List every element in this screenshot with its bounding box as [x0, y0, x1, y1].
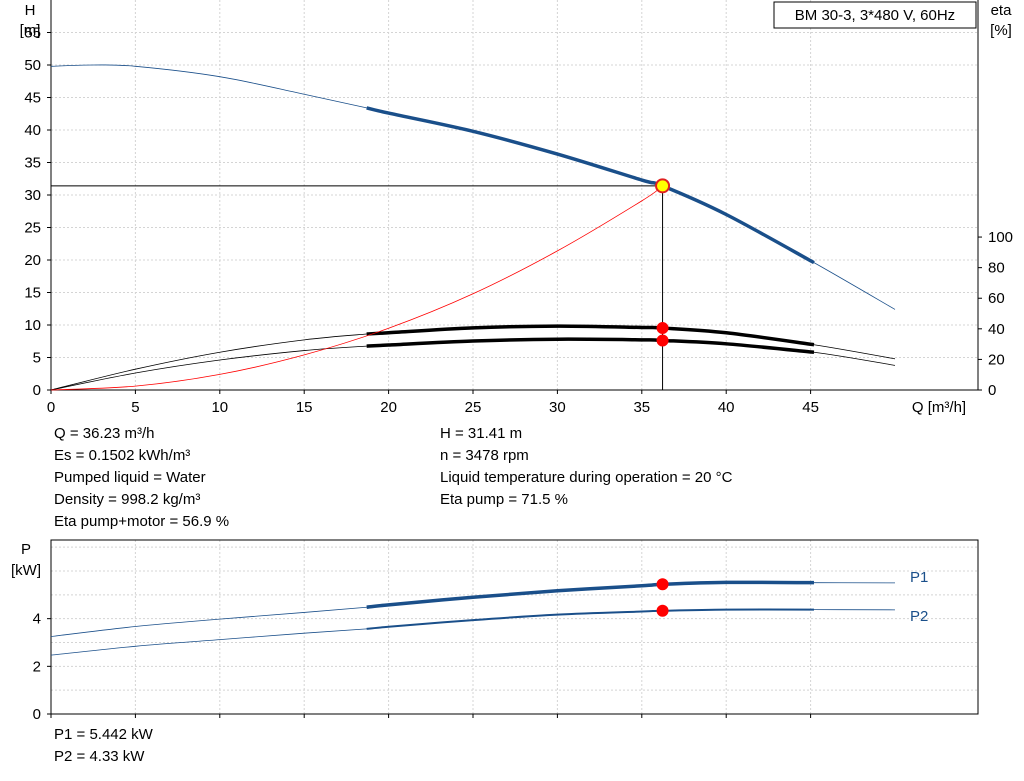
y2-tick-label: 100: [988, 229, 1013, 246]
head-curve-bold: [366, 106, 815, 265]
power-curve-p2-bold: [366, 608, 814, 630]
x-tick-label: 25: [465, 399, 482, 416]
series-label-p1: P1: [910, 569, 928, 586]
series-label-p2: P2: [910, 608, 928, 625]
x-tick-label: 35: [633, 399, 650, 416]
info-pumped-liquid: Pumped liquid = Water: [54, 469, 206, 486]
eta-point-marker: [656, 334, 669, 347]
info-power: P1 = 5.442 kW P2 = 4.33 kW: [54, 724, 153, 768]
bottom-frame: [50, 539, 979, 715]
y2-tick-label: 0: [988, 382, 996, 399]
info-eta-pump: Eta pump = 71.5 %: [440, 491, 568, 508]
system-curve: [50, 185, 663, 391]
y-tick-label: 15: [24, 285, 41, 302]
info-p1: P1 = 5.442 kW: [54, 726, 153, 743]
y2-tick-label: 80: [988, 260, 1005, 277]
info-speed: n = 3478 rpm: [440, 447, 529, 464]
bottom-y-axis-label: P: [21, 541, 31, 558]
y-tick-label: 50: [24, 57, 41, 74]
y2-axis-unit: [%]: [990, 22, 1012, 39]
y-tick-label: 25: [24, 220, 41, 237]
title-box: [773, 1, 977, 29]
chart-title: BM 30-3, 3*480 V, 60Hz: [795, 7, 955, 24]
power-point-marker: [656, 604, 669, 617]
info-liquid-temperature: Liquid temperature during operation = 20…: [440, 469, 733, 486]
y-axis-unit: [m]: [20, 22, 41, 39]
x-tick-label: 0: [47, 399, 55, 416]
info-p2: P2 = 4.33 kW: [54, 748, 145, 765]
y2-tick-label: 40: [988, 321, 1005, 338]
info-density: Density = 998.2 kg/m³: [54, 491, 201, 508]
y-tick-label: 55: [24, 25, 41, 42]
y-axis-label: H: [25, 2, 36, 19]
eta-pump-curve-bold: [366, 324, 815, 347]
top-plot-area: [51, 0, 978, 390]
y-tick-label: 0: [33, 382, 41, 399]
x-axis-label: Q [m³/h]: [912, 399, 966, 416]
x-tick-label: 5: [131, 399, 139, 416]
bottom-y-tick-label: 0: [33, 706, 41, 723]
y-tick-label: 30: [24, 187, 41, 204]
x-tick-label: 45: [802, 399, 819, 416]
y-tick-label: 45: [24, 90, 41, 107]
y-tick-label: 5: [33, 350, 41, 367]
x-tick-label: 15: [296, 399, 313, 416]
y-tick-label: 10: [24, 317, 41, 334]
x-tick-label: 30: [549, 399, 566, 416]
y2-tick-label: 20: [988, 351, 1005, 368]
y2-tick-label: 60: [988, 290, 1005, 307]
power-curve-p1-bold: [366, 580, 814, 609]
x-tick-label: 10: [211, 399, 228, 416]
info-head: H = 31.41 m: [440, 425, 523, 442]
info-eta-pump-motor: Eta pump+motor = 56.9 %: [54, 513, 230, 530]
eta-total-curve-bold: [366, 337, 815, 354]
x-tick-label: 20: [380, 399, 397, 416]
eta-point-marker: [656, 322, 669, 335]
bottom-y-tick-label: 4: [33, 611, 41, 628]
y-tick-label: 35: [24, 155, 41, 172]
info-right: H = 31.41 m n = 3478 rpm Liquid temperat…: [440, 423, 732, 511]
bottom-y-tick-label: 2: [33, 658, 41, 675]
info-flow: Q = 36.23 m³/h: [54, 425, 155, 442]
power-point-marker: [656, 578, 669, 591]
info-specific-energy: Es = 0.1502 kWh/m³: [54, 447, 191, 464]
duty-point-marker: [655, 178, 671, 194]
y-tick-label: 20: [24, 252, 41, 269]
x-tick-label: 40: [718, 399, 735, 416]
bottom-y-axis-unit: [kW]: [11, 562, 41, 579]
info-left: Q = 36.23 m³/h Es = 0.1502 kWh/m³ Pumped…: [54, 423, 229, 533]
y-tick-label: 40: [24, 122, 41, 139]
y2-axis-label: eta: [991, 2, 1013, 19]
bottom-plot-area: [51, 540, 978, 714]
